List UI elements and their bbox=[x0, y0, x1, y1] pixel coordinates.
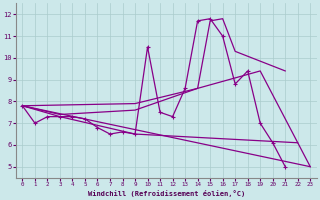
X-axis label: Windchill (Refroidissement éolien,°C): Windchill (Refroidissement éolien,°C) bbox=[88, 190, 245, 197]
